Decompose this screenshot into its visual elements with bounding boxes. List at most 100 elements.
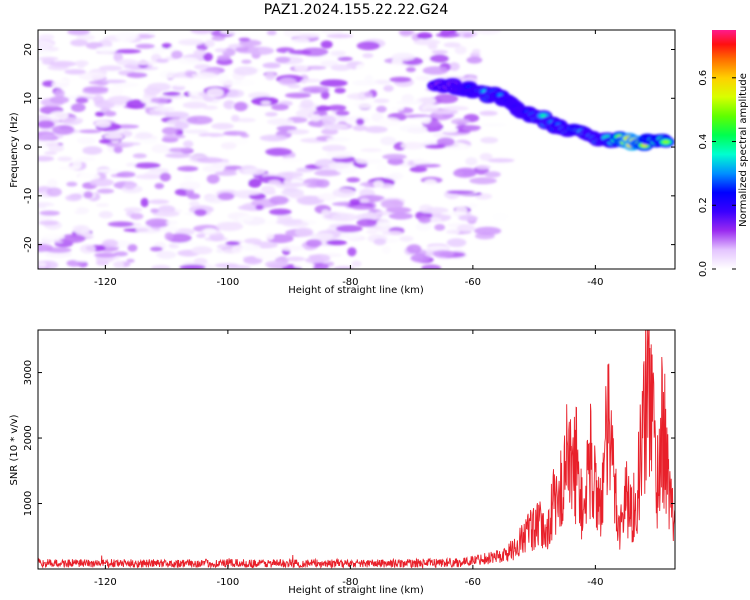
noise-blob bbox=[140, 197, 149, 208]
noise-blob bbox=[177, 57, 200, 65]
noise-blob bbox=[472, 48, 481, 54]
noise-blob bbox=[265, 260, 288, 268]
noise-blob bbox=[64, 69, 86, 75]
noise-blob bbox=[382, 230, 403, 236]
noise-blob bbox=[347, 247, 357, 257]
noise-blob bbox=[89, 178, 114, 187]
noise-blob bbox=[446, 228, 461, 235]
noise-blob bbox=[132, 153, 147, 159]
noise-blob bbox=[57, 156, 73, 162]
noise-blob bbox=[376, 218, 392, 228]
noise-blob bbox=[118, 32, 137, 42]
noise-blob bbox=[278, 77, 297, 86]
noise-blob bbox=[255, 204, 264, 210]
noise-blob bbox=[116, 171, 136, 178]
noise-blob bbox=[217, 55, 231, 61]
noise-blob bbox=[421, 116, 432, 124]
noise-blob bbox=[321, 209, 330, 216]
noise-blob bbox=[373, 79, 391, 85]
noise-blob bbox=[192, 72, 218, 79]
noise-blob bbox=[304, 65, 327, 70]
noise-blob bbox=[333, 265, 355, 269]
noise-blob bbox=[164, 111, 190, 119]
noise-blob bbox=[327, 104, 347, 112]
x-tick-label: -120 bbox=[94, 277, 117, 288]
noise-blob bbox=[351, 260, 362, 268]
noise-blob bbox=[196, 233, 206, 238]
noise-blob bbox=[400, 142, 425, 150]
noise-blob bbox=[291, 37, 310, 44]
noise-blob bbox=[399, 235, 414, 242]
noise-blob bbox=[269, 195, 289, 205]
noise-blob bbox=[131, 255, 160, 260]
noise-blob bbox=[98, 211, 113, 219]
noise-blob bbox=[164, 232, 174, 241]
noise-blob bbox=[198, 133, 226, 137]
noise-blob bbox=[95, 111, 105, 117]
noise-blob bbox=[183, 174, 194, 181]
noise-blob bbox=[156, 250, 177, 259]
noise-blob bbox=[79, 172, 100, 182]
noise-blob bbox=[116, 59, 138, 66]
noise-blob bbox=[95, 46, 118, 54]
noise-blob bbox=[220, 142, 237, 150]
noise-blob bbox=[231, 245, 243, 254]
noise-blob bbox=[381, 246, 391, 254]
noise-blob bbox=[265, 72, 276, 81]
noise-blob bbox=[107, 221, 134, 227]
noise-blob bbox=[283, 188, 299, 193]
noise-blob bbox=[309, 254, 331, 263]
noise-blob bbox=[38, 155, 55, 162]
noise-blob bbox=[315, 179, 330, 188]
colorbar-tick-label: 0.4 bbox=[698, 134, 709, 150]
noise-blob bbox=[171, 50, 183, 59]
noise-blob bbox=[265, 232, 275, 240]
noise-blob bbox=[297, 195, 325, 205]
noise-blob bbox=[174, 121, 189, 130]
noise-blob bbox=[49, 60, 77, 67]
noise-blob bbox=[204, 39, 215, 48]
noise-blob bbox=[446, 238, 467, 248]
x-tick-label: -40 bbox=[587, 277, 603, 288]
noise-blob bbox=[102, 239, 119, 248]
noise-blob bbox=[437, 196, 450, 206]
noise-blob bbox=[46, 187, 62, 197]
noise-blob bbox=[276, 171, 304, 178]
noise-blob bbox=[424, 144, 446, 149]
noise-blob bbox=[300, 99, 314, 109]
noise-blob bbox=[76, 34, 95, 41]
noise-blob bbox=[166, 147, 193, 153]
noise-blob bbox=[410, 253, 431, 263]
noise-blob bbox=[237, 205, 260, 211]
noise-blob bbox=[355, 63, 368, 72]
noise-blob bbox=[429, 54, 450, 63]
noise-blob bbox=[321, 144, 347, 152]
noise-blob bbox=[373, 238, 387, 246]
noise-blob bbox=[162, 91, 181, 96]
noise-blob bbox=[260, 185, 276, 194]
noise-blob bbox=[113, 146, 123, 154]
ridge-core bbox=[465, 85, 472, 89]
noise-blob bbox=[266, 30, 277, 36]
noise-blob bbox=[194, 64, 211, 70]
colorbar-label: Normalized spectral amplitude bbox=[738, 73, 749, 227]
colorbar-tick-label: 0.0 bbox=[698, 261, 709, 277]
noise-blob bbox=[431, 50, 448, 55]
noise-blob bbox=[45, 247, 72, 254]
noise-blob bbox=[443, 105, 469, 111]
noise-blob bbox=[320, 30, 344, 35]
noise-blob bbox=[295, 227, 314, 237]
noise-blob bbox=[262, 62, 281, 69]
noise-blob bbox=[422, 66, 448, 75]
noise-blob bbox=[300, 78, 321, 83]
heatmap-xlabel: Height of straight line (km) bbox=[288, 285, 424, 296]
noise-blob bbox=[452, 168, 477, 178]
noise-blob bbox=[383, 85, 394, 92]
noise-blob bbox=[82, 146, 103, 155]
noise-blob bbox=[352, 80, 378, 86]
noise-blob bbox=[145, 218, 170, 228]
noise-blob bbox=[179, 181, 201, 191]
noise-blob bbox=[82, 86, 109, 93]
noise-blob bbox=[166, 220, 178, 226]
